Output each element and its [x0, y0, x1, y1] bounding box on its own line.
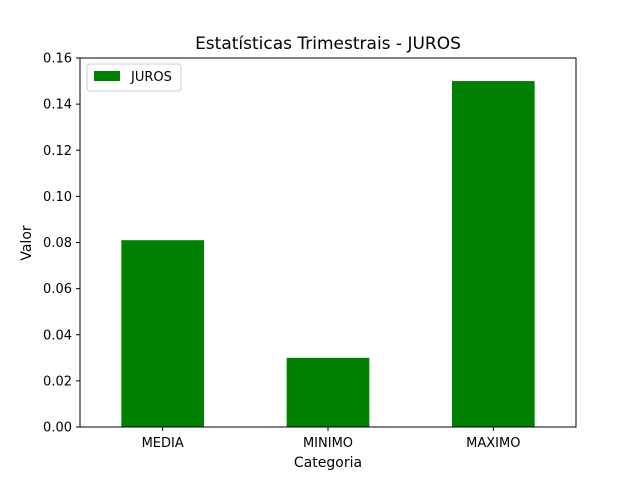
- y-axis-label: Valor: [19, 225, 35, 261]
- y-tick-label: 0.00: [43, 421, 72, 436]
- x-axis-label: Categoria: [294, 455, 362, 471]
- chart-title: Estatísticas Trimestrais - JUROS: [195, 34, 461, 54]
- y-tick-label: 0.04: [43, 328, 72, 343]
- y-tick-label: 0.08: [43, 236, 72, 251]
- bar-minimo: [286, 357, 370, 427]
- bar-maximo: [452, 81, 535, 427]
- y-tick-label: 0.16: [43, 52, 72, 67]
- legend-label: JUROS: [130, 70, 172, 85]
- bar-media: [121, 240, 204, 427]
- legend-frame: [86, 63, 182, 92]
- legend-swatch: [94, 71, 120, 81]
- y-axis-ticks: 0.00 0.02 0.04 0.06 0.08 0.10 0.12 0.14 0.16: [43, 52, 80, 436]
- bars-group: [121, 81, 535, 427]
- plot-area-frame: [79, 57, 577, 428]
- x-tick-label: MINIMO: [303, 436, 353, 451]
- y-tick-label: 0.12: [43, 144, 72, 159]
- x-axis-ticks: MEDIA MINIMO MAXIMO: [142, 427, 520, 451]
- y-tick-label: 0.02: [43, 374, 72, 389]
- y-tick-label: 0.14: [43, 98, 72, 113]
- y-tick-label: 0.06: [43, 282, 72, 297]
- x-tick-label: MEDIA: [142, 436, 184, 451]
- x-tick-label: MAXIMO: [466, 436, 520, 451]
- y-tick-label: 0.10: [43, 190, 72, 205]
- legend: JUROS: [86, 63, 182, 92]
